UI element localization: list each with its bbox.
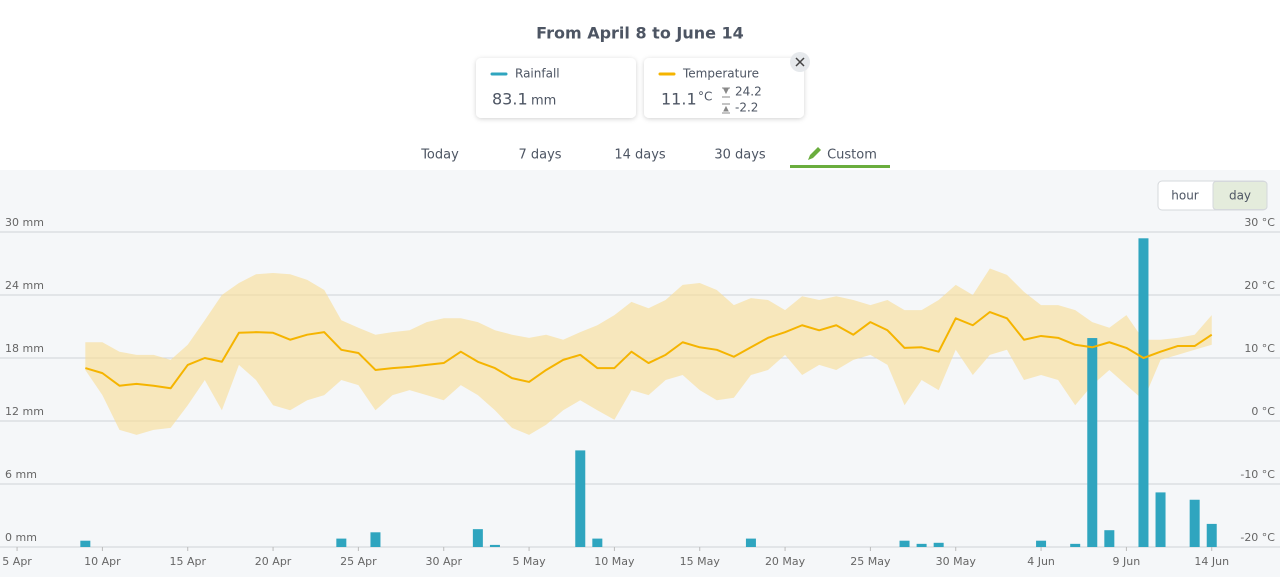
x-tick-label: 14 Jun — [1194, 555, 1229, 568]
x-tick-label: 30 May — [936, 555, 977, 568]
y-tick-label: 0 mm — [5, 531, 37, 544]
rain-bar — [1138, 238, 1149, 548]
x-tick-label: 10 Apr — [84, 555, 121, 568]
x-tick-label: 5 Apr — [2, 555, 32, 568]
temperature-line — [85, 311, 1213, 390]
tab[interactable]: Custom — [790, 147, 890, 168]
y-tick-label: 30 mm — [5, 216, 44, 229]
y-tick-label: 12 mm — [5, 405, 44, 418]
tab[interactable]: 7 days — [518, 148, 561, 163]
rain-bar — [745, 538, 756, 547]
rain-bar — [472, 529, 483, 547]
pencil-icon[interactable] — [808, 147, 821, 160]
rain-bar — [916, 543, 927, 547]
tab[interactable]: Today — [420, 148, 459, 163]
tab[interactable]: 14 days — [614, 148, 666, 163]
y2-tick-label: -20 °C — [1240, 531, 1275, 544]
tab-underline[interactable] — [790, 165, 890, 168]
min-icon — [722, 103, 730, 114]
rain-bar — [575, 450, 586, 547]
toggle-active[interactable] — [1212, 181, 1268, 210]
rain-bar — [592, 538, 603, 547]
y2-tick-label: 30 °C — [1244, 216, 1275, 229]
y2-tick-label: 0 °C — [1251, 405, 1275, 418]
rain-card — [476, 58, 636, 118]
rain-bar — [1206, 523, 1217, 547]
tab-label[interactable]: Today — [420, 148, 459, 163]
rain-bar — [933, 542, 944, 547]
card-min: -2.2 — [735, 101, 758, 115]
max-icon — [722, 87, 730, 98]
rain-bar — [1104, 530, 1115, 547]
tab-label[interactable]: Custom — [827, 148, 877, 163]
x-tick-label: 15 Apr — [169, 555, 206, 568]
tab-label[interactable]: 30 days — [714, 148, 766, 163]
x-tick-label: 20 Apr — [255, 555, 292, 568]
card-value: 11.1 — [661, 90, 697, 109]
x-tick-label: 4 Jun — [1027, 555, 1055, 568]
y-tick-label: 18 mm — [5, 342, 44, 355]
rain-bar — [370, 532, 381, 547]
card-unit: °C — [698, 90, 712, 104]
rain-bar — [1189, 499, 1200, 547]
rain-bar — [1155, 492, 1166, 547]
tab-label[interactable]: 14 days — [614, 148, 666, 163]
rain-bar — [80, 540, 91, 547]
x-tick-label: 25 May — [850, 555, 891, 568]
rain-bar — [489, 544, 500, 547]
close-icon[interactable] — [795, 57, 805, 67]
toggle-option[interactable]: day — [1229, 189, 1251, 203]
toggle-option[interactable]: hour — [1171, 189, 1199, 203]
x-tick-label: 20 May — [765, 555, 806, 568]
x-tick-label: 30 Apr — [425, 555, 462, 568]
x-tick-label: 15 May — [680, 555, 721, 568]
rain-bar — [1036, 540, 1047, 547]
rain-bar — [899, 540, 910, 547]
tab[interactable]: 30 days — [714, 148, 766, 163]
y2-tick-label: -10 °C — [1240, 468, 1275, 481]
card-max: 24.2 — [735, 85, 762, 99]
temperature-range — [85, 268, 1212, 435]
y2-tick-label: 10 °C — [1244, 342, 1275, 355]
legend-label: Temperature — [682, 67, 759, 81]
resolution-toggle: hour day — [1157, 180, 1268, 211]
card-value: 83.1 — [492, 90, 528, 109]
rain-bar — [1087, 338, 1098, 547]
rain-bar — [336, 538, 347, 547]
y-tick-label: 24 mm — [5, 279, 44, 292]
tabs: Today 7 days 14 days 30 days Custom — [420, 147, 890, 168]
plot: 0 mm 6 mm 12 mm 18 mm 24 mm 30 mm -20 °C -10 °C… — [0, 216, 1280, 568]
card-unit: mm — [531, 94, 556, 109]
x-tick-label: 9 Jun — [1113, 555, 1141, 568]
legend-label: Rainfall — [515, 67, 560, 81]
close-button[interactable] — [790, 52, 810, 72]
y-tick-label: 6 mm — [5, 468, 37, 481]
x-tick-label: 5 May — [512, 555, 546, 568]
y2-tick-label: 20 °C — [1244, 279, 1275, 292]
x-tick-label: 10 May — [594, 555, 635, 568]
title: From April 8 to June 14 — [536, 24, 744, 43]
rain-bar — [1070, 543, 1081, 547]
x-tick-label: 25 Apr — [340, 555, 377, 568]
tab-label[interactable]: 7 days — [518, 148, 561, 163]
